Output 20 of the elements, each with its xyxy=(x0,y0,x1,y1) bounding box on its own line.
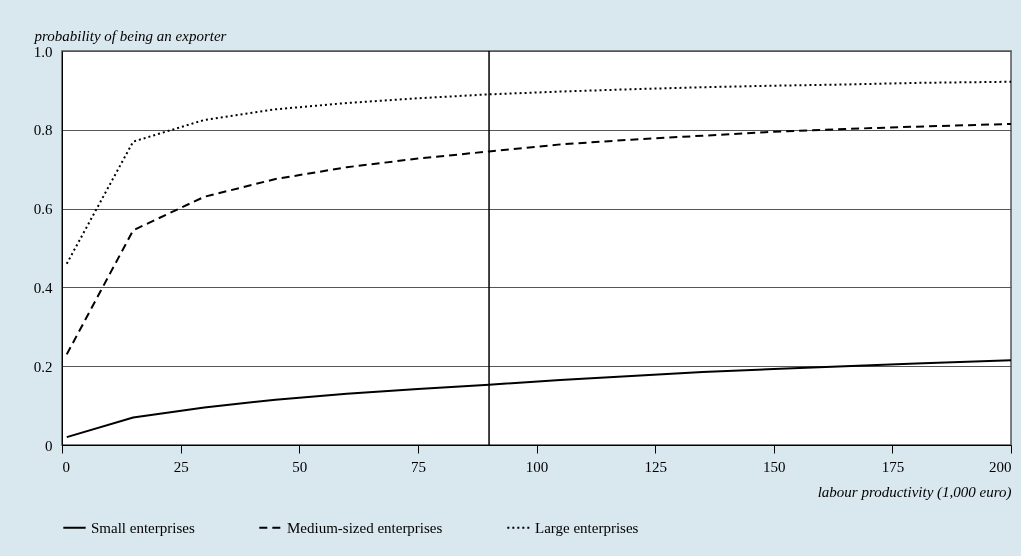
x-tick-label: 0 xyxy=(62,458,70,475)
y-tick-label: 0.2 xyxy=(33,358,53,375)
y-tick-label: 0.6 xyxy=(33,201,53,218)
x-tick-label: 150 xyxy=(763,458,786,475)
y-axis-title: probability of being an exporter xyxy=(33,27,227,44)
x-tick-label: 50 xyxy=(292,458,308,475)
x-tick-label: 125 xyxy=(644,458,667,475)
legend-label: Medium-sized enterprises xyxy=(287,519,443,536)
x-tick-label: 175 xyxy=(881,458,905,475)
y-tick-label: 0.8 xyxy=(33,122,53,139)
x-axis-title: labour productivity (1,000 euro) xyxy=(817,483,1012,501)
legend-label: Small enterprises xyxy=(91,519,195,536)
x-tick-label: 75 xyxy=(410,458,426,475)
legend-label: Large enterprises xyxy=(535,519,639,536)
y-tick-label: 1.0 xyxy=(33,43,53,60)
x-tick-label: 25 xyxy=(173,458,189,475)
x-tick-label: 200 xyxy=(989,458,1012,475)
y-tick-label: 0 xyxy=(45,437,53,454)
y-tick-label: 0.4 xyxy=(33,279,53,296)
x-tick-label: 100 xyxy=(525,458,549,475)
